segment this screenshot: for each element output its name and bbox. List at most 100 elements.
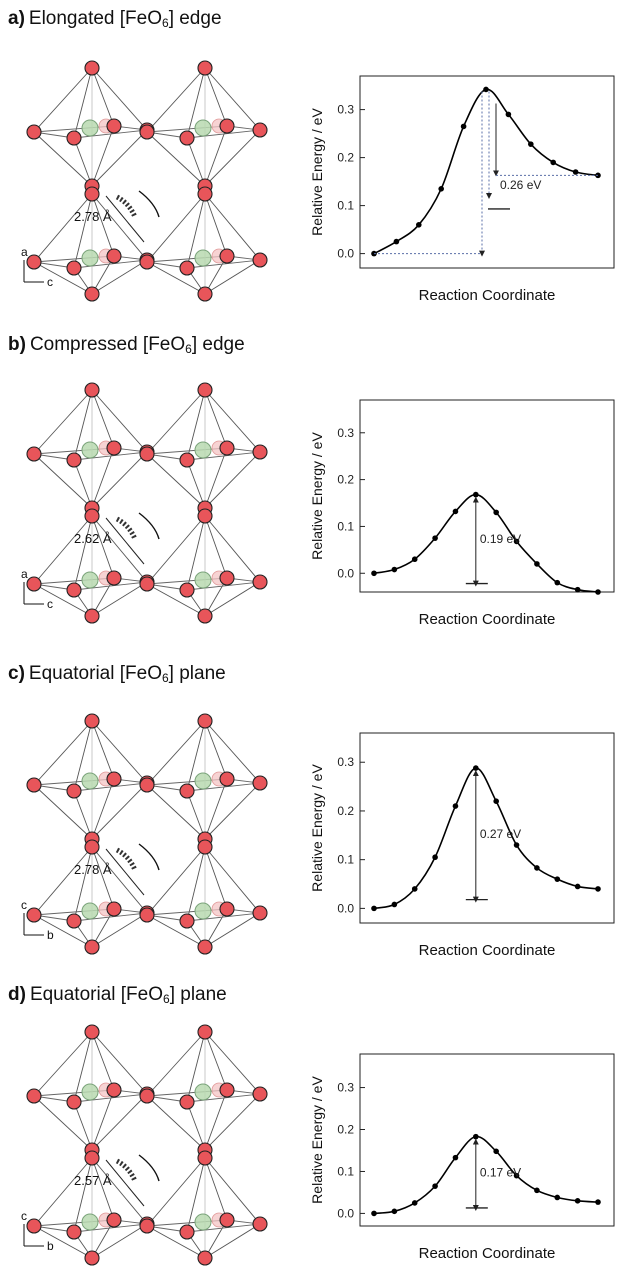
o-atom [26, 907, 42, 923]
y-tick-label: 0.2 [337, 473, 354, 487]
data-point [554, 579, 561, 586]
axis-label-vertical: c [21, 1209, 27, 1223]
octahedron-edge [204, 1157, 261, 1225]
bond-length-label: 2.78 Å [74, 862, 112, 877]
panel-title-pre: Equatorial [FeO [29, 984, 164, 1005]
y-tick-label: 0.2 [337, 804, 354, 818]
panel-title-sub: 6 [163, 992, 170, 1006]
y-tick-label: 0.0 [337, 901, 354, 915]
octahedron-edge [73, 1101, 93, 1151]
panel-title-sub: 6 [162, 16, 169, 30]
octahedron-edge [73, 720, 93, 792]
octahedron-edge [91, 193, 115, 257]
panel-letter: c) [8, 663, 25, 684]
o-atom [219, 1212, 235, 1228]
fe-atom [81, 772, 99, 790]
octahedron-edge [146, 1031, 206, 1097]
data-point [574, 1198, 581, 1204]
migration-arrow [138, 843, 160, 871]
axis-label-horizontal: b [47, 1239, 54, 1253]
o-atom [197, 1250, 213, 1266]
axis-label-vertical: c [21, 898, 27, 912]
plot-frame [359, 75, 615, 269]
o-atom [66, 1224, 82, 1240]
data-point [493, 1148, 499, 1155]
octahedron-edge [186, 1031, 206, 1103]
y-tick-label: 0.0 [337, 566, 354, 580]
octahedron-edge [186, 515, 206, 591]
fe-atom [194, 902, 212, 920]
y-tick-label: 0.3 [337, 755, 354, 769]
o-atom [197, 186, 213, 202]
data-point [513, 842, 520, 848]
octahedron-edge [204, 912, 261, 948]
y-tick-label: 0.1 [337, 519, 354, 533]
octahedron-edge [91, 720, 115, 780]
octahedron-edge [73, 459, 93, 509]
o-atom [84, 60, 100, 76]
octahedron-edge [91, 451, 148, 509]
octahedron-edge [33, 1095, 93, 1151]
o-atom [84, 382, 100, 398]
y-axis-label: Relative Energy / eV [309, 764, 325, 892]
octahedron-edge [91, 782, 148, 840]
octahedron-edge [186, 389, 206, 461]
o-atom [197, 713, 213, 729]
barrier-label: 0.19 eV [480, 532, 521, 546]
o-atom [252, 122, 268, 138]
plot-frame [359, 1053, 615, 1227]
octahedron-edge [91, 1093, 148, 1151]
o-atom [66, 452, 82, 468]
octahedron-edge [33, 389, 93, 455]
data-point [452, 1154, 459, 1161]
data-point [391, 566, 398, 573]
data-point [473, 491, 479, 498]
o-atom [197, 608, 213, 624]
data-point [432, 1183, 438, 1189]
migration-arrow [138, 512, 160, 540]
o-atom [26, 576, 42, 592]
o-atom [197, 839, 213, 855]
octahedron-edge [186, 846, 206, 922]
o-atom [106, 570, 122, 586]
o-atom [139, 254, 155, 270]
octahedron-edge [146, 1095, 206, 1151]
data-point [438, 186, 444, 192]
atoms [26, 60, 268, 302]
bond-distance-line [105, 848, 145, 896]
octahedron-edge [204, 782, 261, 840]
fe-atom [81, 1213, 99, 1231]
panel-title-pre: Elongated [FeO [28, 8, 162, 29]
fe-atom [81, 902, 99, 920]
energy-curve [373, 88, 599, 255]
octahedron-edge [146, 914, 206, 948]
x-axis-label: Reaction Coordinate [419, 1245, 556, 1262]
data-point [493, 798, 499, 805]
octahedron-edge [91, 912, 148, 948]
bond-distance-line [105, 517, 145, 565]
octahedron-edge [73, 1093, 148, 1103]
octahedron-edge [91, 846, 148, 914]
octahedron-edge [33, 583, 93, 617]
o-atom [197, 286, 213, 302]
crystal-structure-d: 2.57 Å c b [21, 1024, 268, 1266]
o-atom [66, 913, 82, 929]
octahedron-edge [91, 1031, 148, 1095]
octahedron-edge [33, 914, 93, 948]
data-point [528, 141, 534, 147]
energy-chart-d: 0.0 0.1 0.2 0.3 Relative Energy / eV Reaction… [309, 1053, 615, 1262]
panel-title-pre: Equatorial [FeO [28, 663, 162, 684]
atoms [26, 713, 268, 955]
octahedron-edge [91, 720, 148, 784]
octahedron-edge [73, 389, 93, 461]
octahedron-edge [91, 1157, 115, 1221]
data-point [432, 535, 438, 541]
octahedron-edge [204, 720, 261, 784]
octahedron-edge [73, 581, 148, 591]
octahedron-edge [73, 1157, 93, 1233]
panel-title: c) Equatorial [FeO6] plane [8, 663, 226, 685]
octahedron-edge [91, 389, 148, 453]
bond-length-label: 2.62 Å [74, 531, 112, 546]
data-point [572, 169, 579, 175]
y-tick-label: 0.3 [337, 103, 354, 117]
